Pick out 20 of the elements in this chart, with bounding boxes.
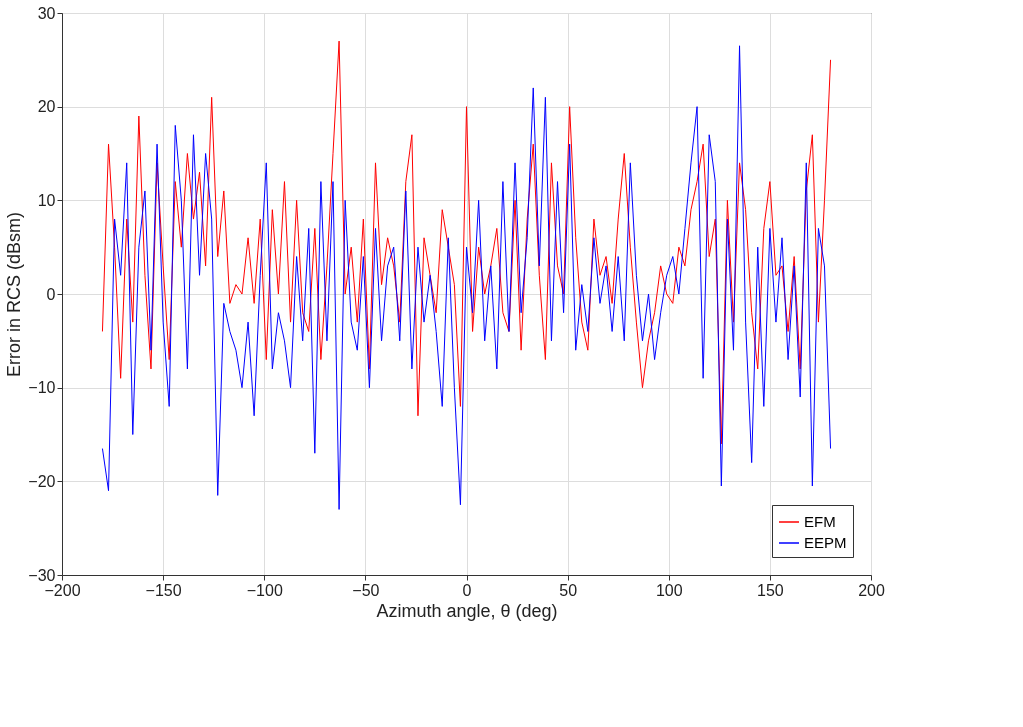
y-tick-label: 0 bbox=[46, 285, 56, 303]
x-tick-label: 50 bbox=[559, 581, 578, 599]
y-tick-label: 20 bbox=[37, 98, 56, 116]
x-tick-label: 200 bbox=[858, 581, 885, 599]
x-axis-title: Azimuth angle, θ (deg) bbox=[376, 600, 558, 621]
y-tick-label: −30 bbox=[28, 566, 56, 584]
x-tick-label: −100 bbox=[246, 581, 283, 599]
x-tick-label: −50 bbox=[352, 581, 380, 599]
x-tick-label: −150 bbox=[145, 581, 182, 599]
x-tick-label: 0 bbox=[462, 581, 472, 599]
legend-label: EEPM bbox=[804, 534, 847, 551]
x-tick-label: 100 bbox=[655, 581, 683, 599]
y-tick-label: −20 bbox=[28, 472, 56, 490]
y-tick-label: −10 bbox=[28, 379, 56, 397]
legend-label: EFM bbox=[804, 513, 836, 530]
y-tick-label: 30 bbox=[37, 4, 56, 22]
y-tick-label: 10 bbox=[37, 191, 56, 209]
x-tick-label: 150 bbox=[757, 581, 784, 599]
y-axis-title: Error in RCS (dBsm) bbox=[4, 211, 25, 378]
x-tick-label: −200 bbox=[44, 581, 81, 599]
